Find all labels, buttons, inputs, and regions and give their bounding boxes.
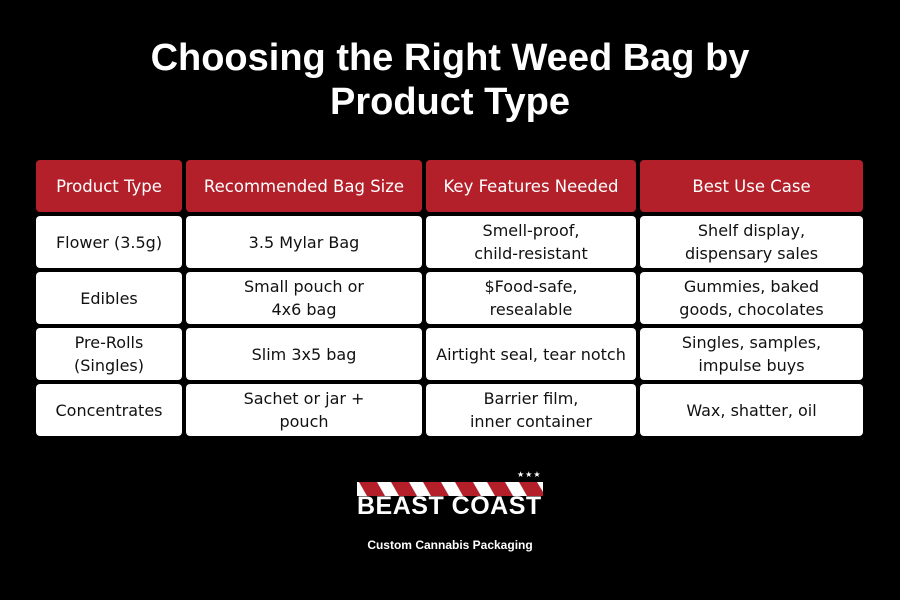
header-best-use-case: Best Use Case — [640, 160, 863, 212]
table-cell: Concentrates — [36, 384, 182, 436]
page-title-line-2: Product Type — [330, 81, 570, 123]
table-cell: Edibles — [36, 272, 182, 324]
table-cell: Flower (3.5g) — [36, 216, 182, 268]
table-cell: Small pouch or 4x6 bag — [186, 272, 422, 324]
logo-wordmark: BEAST COAST — [357, 492, 542, 520]
table-cell: Singles, samples, impulse buys — [640, 328, 863, 380]
table-cell: Barrier film, inner container — [426, 384, 636, 436]
table-cell: Smell-proof, child-resistant — [426, 216, 636, 268]
table-cell: Slim 3x5 bag — [186, 328, 422, 380]
logo-stripe-icon — [357, 482, 543, 496]
table-cell: Gummies, baked goods, chocolates — [640, 272, 863, 324]
table-cell: Pre-Rolls (Singles) — [36, 328, 182, 380]
brand-tagline: Custom Cannabis Packaging — [367, 538, 533, 552]
logo-stars: ★★★ — [517, 470, 542, 479]
table-cell: Airtight seal, tear notch — [426, 328, 636, 380]
page-title-line-1: Choosing the Right Weed Bag by — [150, 37, 750, 79]
page-title: Choosing the Right Weed Bag by Product T… — [0, 36, 900, 124]
comparison-table: Product Type Recommended Bag Size Key Fe… — [36, 160, 863, 436]
header-recommended-bag-size: Recommended Bag Size — [186, 160, 422, 212]
table-cell: Wax, shatter, oil — [640, 384, 863, 436]
table-cell: 3.5 Mylar Bag — [186, 216, 422, 268]
table-cell: Shelf display, dispensary sales — [640, 216, 863, 268]
table-cell: Sachet or jar + pouch — [186, 384, 422, 436]
header-product-type: Product Type — [36, 160, 182, 212]
header-key-features: Key Features Needed — [426, 160, 636, 212]
table-cell: $Food-safe, resealable — [426, 272, 636, 324]
